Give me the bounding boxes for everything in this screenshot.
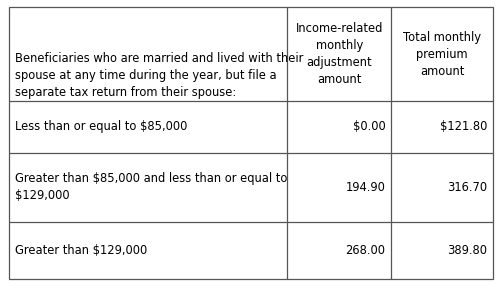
Text: 389.80: 389.80 (446, 244, 486, 257)
Text: 316.70: 316.70 (446, 181, 486, 194)
Text: $121.80: $121.80 (439, 120, 486, 133)
Text: Greater than $85,000 and less than or equal to
$129,000: Greater than $85,000 and less than or eq… (15, 172, 287, 202)
Text: $0.00: $0.00 (352, 120, 385, 133)
Text: 268.00: 268.00 (345, 244, 385, 257)
Text: Beneficiaries who are married and lived with their
spouse at any time during the: Beneficiaries who are married and lived … (15, 51, 303, 99)
Text: Total monthly
premium
amount: Total monthly premium amount (402, 31, 480, 78)
Text: 194.90: 194.90 (345, 181, 385, 194)
Text: Income-related
monthly
adjustment
amount: Income-related monthly adjustment amount (295, 22, 382, 86)
Text: Greater than $129,000: Greater than $129,000 (15, 244, 147, 257)
Text: Less than or equal to $85,000: Less than or equal to $85,000 (15, 120, 187, 133)
